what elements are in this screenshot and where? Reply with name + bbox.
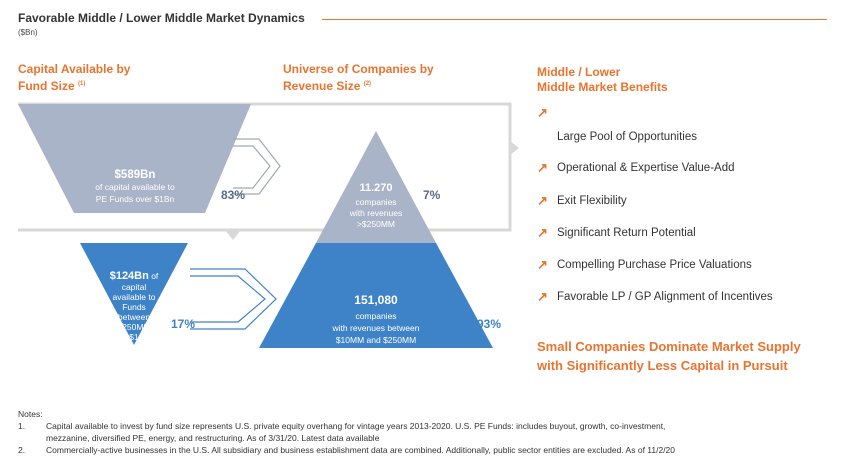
large-company-count-desc-1: companies [355,197,396,207]
arrow-up-right-icon: ↗ [537,225,548,240]
large-fund-capital-shape [18,104,251,213]
benefit-item-2: ↗ Operational & Expertise Value-Add [537,160,735,176]
benefit-item-3: ↗ Exit Flexibility [537,193,627,209]
large-fund-capital-pct: 83% [221,188,245,202]
small-company-count-desc-3: $10MM and $250MM [336,335,416,345]
large-fund-capital-value: $589Bn [115,169,156,181]
title-rule [322,19,827,20]
arrow-up-right-icon: ↗ [537,193,548,208]
connector-pointer-right [510,141,519,155]
footnote-row: mezzanine, diversified PE, energy, and r… [18,432,675,444]
right-header-line2: Middle Market Benefits [537,80,668,94]
summary-line1: Small Companies Dominate Market Supply [537,339,801,354]
left-section-header: Capital Available by Fund Size (1) [18,62,130,94]
arrow-up-right-icon: ↗ [537,257,548,272]
summary-statement: Small Companies Dominate Market Supply w… [537,337,837,375]
footnote-number: 2. [18,445,26,455]
footnote-row: 1. Capital available to invest by fund s… [18,420,675,432]
small-fund-capital-shape [80,243,188,345]
arrow-up-right-icon: ↗ [537,105,548,120]
large-company-count-desc-2: with revenues [349,208,402,218]
benefit-item-5: ↗ Compelling Purchase Price Valuations [537,257,752,273]
large-company-count-desc-3: >$250MM [357,219,395,229]
small-fund-capital-desc-2: available to [112,292,155,302]
small-company-count-pct: 93% [477,317,501,331]
right-section-header: Middle / Lower Middle Market Benefits [537,65,668,95]
small-company-count-value: 151,080 [354,293,398,307]
small-fund-capital-pct: 17% [171,317,195,331]
large-company-count-shape [316,131,436,243]
benefit-label: Compelling Purchase Price Valuations [557,259,752,271]
footnote-number [18,432,46,444]
benefit-item-1: ↗ Large Pool of Opportunities [537,129,697,145]
footnote-text: Capital available to invest by fund size… [46,421,666,431]
middle-header-line1: Universe of Companies by [283,62,434,76]
page-subtitle: ($Bn) [18,28,38,37]
left-header-footnote: (1) [78,81,86,87]
small-company-count-shape [259,243,493,348]
footnotes: Notes: 1. Capital available to invest by… [18,408,675,456]
large-fund-capital-desc-2: PE Funds over $1Bn [96,194,175,204]
left-header-line1: Capital Available by [18,62,131,76]
benefit-label: Exit Flexibility [557,195,627,207]
large-company-count-value: 11.270 [359,182,392,194]
small-fund-capital-desc-6: $1 [129,332,139,342]
middle-header-footnote: (2) [363,81,372,87]
footnote-row: 2. Commercially-active businesses in the… [18,444,675,456]
chevron-right-icon [190,268,277,330]
small-fund-capital-desc-4: between [118,312,150,322]
benefit-item-4: ↗ Significant Return Potential [537,225,696,241]
small-fund-capital-desc-5: $250MM [117,322,150,332]
benefit-item-6: ↗ Favorable LP / GP Alignment of Incenti… [537,289,773,305]
small-fund-capital-value: $124Bn of [110,270,159,282]
chevron-right-icon [233,138,281,195]
benefit-label: Favorable LP / GP Alignment of Incentive… [557,291,773,303]
small-fund-capital-desc-1: capital [122,282,147,292]
middle-section-header: Universe of Companies by Revenue Size (2… [283,62,434,94]
benefit-label: Large Pool of Opportunities [557,131,698,143]
notes-heading: Notes: [18,409,43,419]
connector-pointer-down [226,231,240,240]
small-company-count-desc-1: companies [355,311,396,321]
large-fund-capital-desc-1: of capital available to [95,182,175,192]
small-company-count-desc-2: with revenues between [332,323,420,333]
arrow-up-right-icon: ↗ [537,160,548,175]
summary-line2: with Significantly Less Capital in Pursu… [537,358,788,373]
middle-header-line2: Revenue Size [283,79,361,93]
large-company-count-pct: 7% [423,188,441,202]
connector-line [18,102,512,232]
benefit-label: Operational & Expertise Value-Add [557,162,735,174]
small-fund-capital-desc-3: Funds [122,302,146,312]
left-header-line2: Fund Size [18,79,75,93]
benefit-label: Significant Return Potential [557,227,696,239]
page-title: Favorable Middle / Lower Middle Market D… [18,11,305,25]
footnote-number: 1. [18,421,26,431]
footnote-text: Commercially-active businesses in the U.… [46,445,676,455]
footnote-text: mezzanine, diversified PE, energy, and r… [46,433,380,443]
right-header-line1: Middle / Lower [537,65,621,79]
arrow-up-right-icon: ↗ [537,289,548,304]
